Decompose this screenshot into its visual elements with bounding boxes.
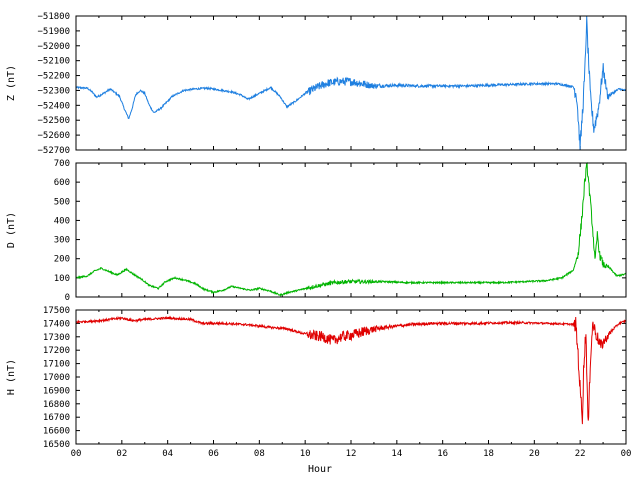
y-tick-label: −52500	[37, 116, 70, 126]
x-tick-label: 10	[300, 449, 311, 459]
x-tick-label: 16	[437, 449, 448, 459]
y-tick-label: 17000	[43, 373, 70, 383]
plot-frame	[75, 309, 627, 445]
x-tick-label: 12	[346, 449, 357, 459]
y-tick-label: 17100	[43, 360, 70, 370]
y-tick-label: −51800	[37, 12, 70, 22]
y-tick-label: −52200	[37, 72, 70, 82]
series-line-d	[75, 162, 627, 298]
y-tick-label: 700	[54, 159, 70, 169]
y-axis-label: Z (nT)	[6, 65, 17, 101]
y-tick-label: 300	[54, 236, 70, 246]
x-tick-label: 02	[116, 449, 127, 459]
y-tick-label: 17400	[43, 319, 70, 329]
y-tick-label: 16500	[43, 440, 70, 450]
y-tick-label: 200	[54, 255, 70, 265]
y-tick-label: 100	[54, 274, 70, 284]
y-tick-label: −52300	[37, 86, 70, 96]
plot-frame	[75, 162, 627, 298]
x-axis-label: Hour	[308, 464, 332, 475]
x-tick-label: 00	[71, 449, 82, 459]
x-tick-label: 08	[254, 449, 265, 459]
y-axis-label: H (nT)	[6, 359, 17, 395]
x-tick-label: 06	[208, 449, 219, 459]
x-tick-label: 18	[483, 449, 494, 459]
y-tick-label: −51900	[37, 27, 70, 37]
panel-z: −52700 −52600 −52500 −52400 −52300 −52200 −521…	[6, 12, 627, 156]
plot-frame	[75, 15, 627, 151]
y-tick-label: −52100	[37, 57, 70, 67]
y-tick-label: −52700	[37, 146, 70, 156]
y-tick-label: 400	[54, 216, 70, 226]
y-tick-label: 17200	[43, 346, 70, 356]
y-tick-label: 17300	[43, 333, 70, 343]
x-tick-label: 20	[529, 449, 540, 459]
panel-d: 0 100 200 300 400 500 600 700 D (nT)	[6, 159, 627, 303]
y-tick-label: −52000	[37, 42, 70, 52]
y-tick-label: 16900	[43, 386, 70, 396]
y-tick-label: 500	[54, 197, 70, 207]
panel-h: 16500 16600 16700 16800 16900 17000 17100 17200…	[6, 306, 631, 459]
y-tick-label: 600	[54, 178, 70, 188]
y-axis-label: D (nT)	[6, 212, 17, 248]
x-tick-label: 00	[621, 449, 632, 459]
y-tick-label: 16700	[43, 413, 70, 423]
y-tick-label: 16600	[43, 427, 70, 437]
x-tick-label: 04	[162, 449, 173, 459]
y-tick-label: 17500	[43, 306, 70, 316]
y-tick-label: −52600	[37, 131, 70, 141]
series-line-h	[75, 315, 627, 425]
x-tick-label: 22	[575, 449, 586, 459]
series-line-z	[75, 16, 627, 151]
y-tick-label: 16800	[43, 400, 70, 410]
x-tick-label: 14	[391, 449, 402, 459]
y-tick-label: 0	[65, 293, 70, 303]
y-tick-label: −52400	[37, 101, 70, 111]
